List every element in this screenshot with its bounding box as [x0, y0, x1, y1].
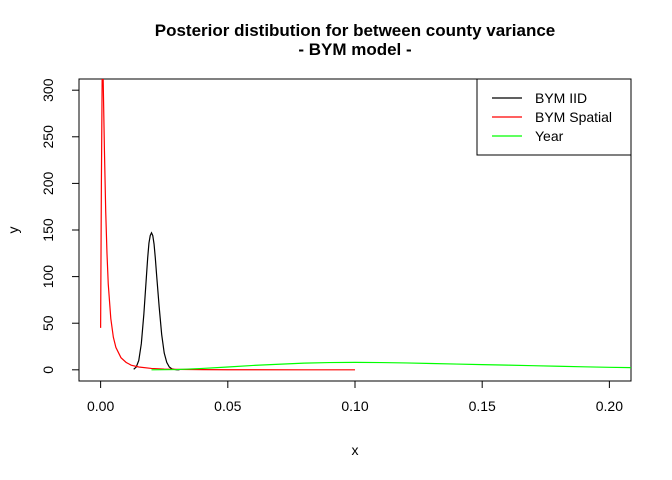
legend-label-2: Year	[535, 128, 564, 144]
x-axis: 0.00 0.05 0.10 0.15 0.20	[87, 380, 623, 414]
x-tick-label: 0.00	[87, 398, 114, 414]
curves-layer	[100, 79, 631, 371]
x-tick-label: 0.20	[596, 398, 623, 414]
chart-subtitle: - BYM model -	[298, 40, 411, 59]
y-tick-label: 200	[40, 172, 56, 196]
chart-title: Posterior distibution for between county…	[155, 21, 556, 40]
legend-label-0: BYM IID	[535, 90, 587, 106]
y-axis: 0 50 100 150 200 250 300	[40, 78, 80, 374]
y-tick-label: 50	[40, 315, 56, 331]
x-axis-label: x	[352, 442, 359, 458]
y-axis-label: y	[5, 227, 21, 234]
y-tick-label: 300	[40, 78, 56, 102]
y-tick-label: 250	[40, 125, 56, 149]
series-line-0	[133, 231, 180, 371]
legend: BYM IID BYM Spatial Year	[476, 78, 632, 156]
x-tick-label: 0.10	[341, 398, 368, 414]
legend-label-1: BYM Spatial	[535, 109, 612, 125]
x-tick-label: 0.15	[469, 398, 496, 414]
series-line-2	[151, 361, 631, 371]
series-line-1	[100, 79, 356, 371]
y-tick-label: 100	[40, 265, 56, 289]
y-tick-label: 150	[40, 218, 56, 242]
y-tick-label: 0	[40, 366, 56, 374]
x-tick-label: 0.05	[214, 398, 241, 414]
